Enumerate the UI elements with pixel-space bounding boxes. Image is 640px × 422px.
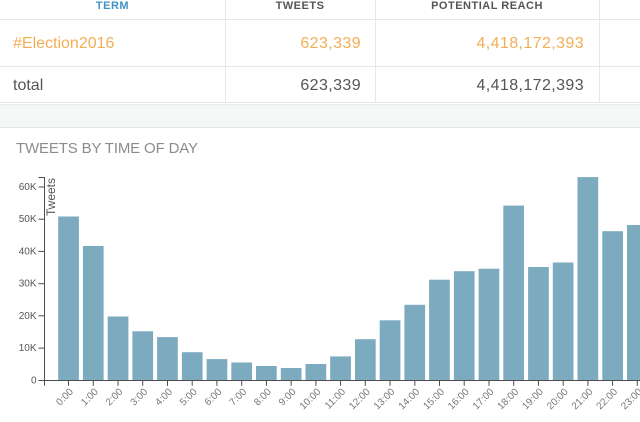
svg-text:10K: 10K	[19, 343, 37, 354]
svg-text:7:00: 7:00	[228, 386, 250, 408]
svg-text:0: 0	[31, 376, 37, 387]
svg-text:12:00: 12:00	[347, 386, 373, 412]
svg-text:4:00: 4:00	[153, 386, 175, 408]
svg-text:10:00: 10:00	[298, 386, 324, 412]
svg-text:21:00: 21:00	[570, 386, 596, 412]
svg-text:20:00: 20:00	[545, 386, 571, 412]
svg-text:40K: 40K	[19, 246, 37, 257]
svg-text:3:00: 3:00	[129, 386, 151, 408]
svg-text:6:00: 6:00	[203, 386, 225, 408]
svg-text:11:00: 11:00	[323, 386, 348, 411]
svg-text:22:00: 22:00	[595, 386, 621, 412]
svg-text:13:00: 13:00	[372, 386, 398, 412]
svg-text:5:00: 5:00	[178, 386, 200, 408]
svg-text:9:00: 9:00	[277, 386, 299, 408]
svg-text:23:00: 23:00	[619, 386, 640, 412]
svg-text:19:00: 19:00	[520, 386, 546, 412]
svg-text:8:00: 8:00	[252, 386, 274, 408]
svg-text:15:00: 15:00	[421, 386, 447, 412]
svg-text:17:00: 17:00	[471, 386, 497, 412]
svg-text:14:00: 14:00	[397, 386, 423, 412]
svg-text:30K: 30K	[19, 279, 37, 290]
svg-text:50K: 50K	[19, 214, 37, 225]
svg-text:60K: 60K	[19, 182, 37, 193]
svg-text:1:00: 1:00	[79, 386, 101, 408]
svg-text:Tweets: Tweets	[44, 178, 58, 216]
svg-text:18:00: 18:00	[496, 386, 522, 412]
svg-text:20K: 20K	[19, 311, 37, 322]
svg-text:0:00: 0:00	[54, 386, 76, 408]
svg-text:16:00: 16:00	[446, 386, 472, 412]
svg-text:2:00: 2:00	[104, 386, 126, 408]
